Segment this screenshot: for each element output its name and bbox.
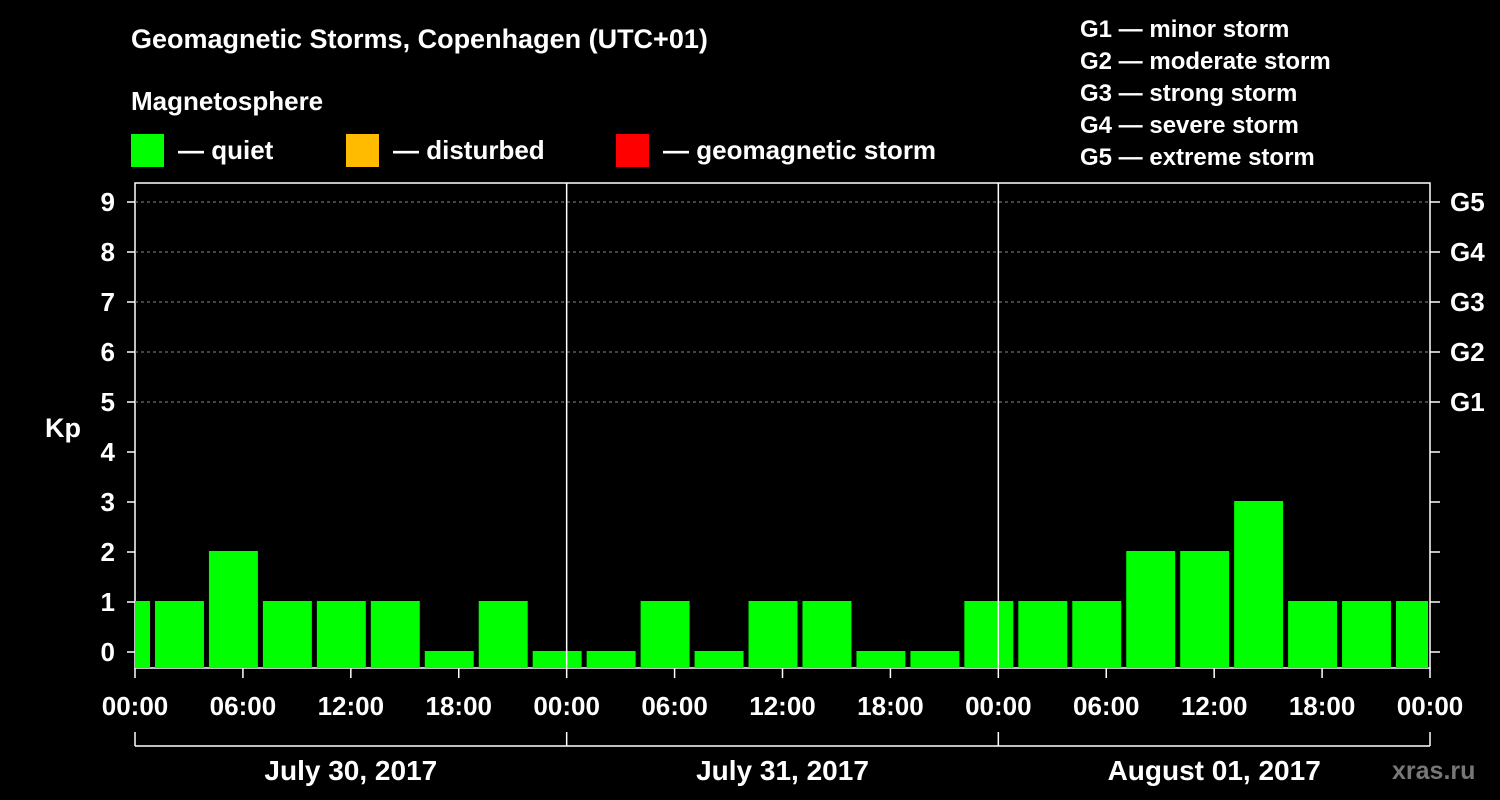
right-tick-label-G4: G4 — [1450, 237, 1485, 267]
bar-23 — [1342, 601, 1392, 668]
storm-scale-g1: G1 — minor storm — [1080, 16, 1290, 43]
x-tick-label-5: 06:00 — [641, 691, 708, 721]
bar-5 — [370, 601, 420, 668]
right-tick-label-G2: G2 — [1450, 337, 1485, 367]
bar-21 — [1234, 501, 1284, 668]
chart-title: Geomagnetic Storms, Copenhagen (UTC+01) — [131, 24, 708, 54]
right-tick-label-G5: G5 — [1450, 187, 1485, 217]
y-tick-label-9: 9 — [101, 187, 115, 217]
legend-quiet: — quiet — [131, 133, 273, 167]
legend-swatch-disturbed — [346, 133, 379, 167]
x-tick-label-0: 00:00 — [102, 691, 169, 721]
x-tick-label-2: 12:00 — [318, 691, 385, 721]
bar-3 — [262, 601, 312, 668]
x-tick-label-8: 00:00 — [965, 691, 1032, 721]
bar-1 — [154, 601, 204, 668]
x-tick-label-1: 06:00 — [210, 691, 277, 721]
y-tick-label-2: 2 — [101, 537, 115, 567]
x-tick-label-4: 00:00 — [533, 691, 600, 721]
bar-19 — [1126, 551, 1176, 668]
bar-22 — [1288, 601, 1338, 668]
x-tick-label-9: 06:00 — [1073, 691, 1140, 721]
bar-15 — [910, 651, 960, 668]
x-tick-label-7: 18:00 — [857, 691, 924, 721]
day-label-0: July 30, 2017 — [264, 755, 437, 786]
storm-scale-g2: G2 — moderate storm — [1080, 48, 1331, 75]
bar-0 — [135, 601, 150, 668]
x-tick-label-11: 18:00 — [1289, 691, 1356, 721]
bar-12 — [748, 601, 798, 668]
bar-14 — [856, 651, 906, 668]
storm-scale-g5: G5 — extreme storm — [1080, 144, 1315, 171]
x-tick-label-10: 12:00 — [1181, 691, 1248, 721]
magnetosphere-legend-title: Magnetosphere — [131, 86, 324, 116]
x-tick-label-12: 00:00 — [1397, 691, 1464, 721]
y-tick-label-5: 5 — [101, 387, 115, 417]
y-tick-label-8: 8 — [101, 237, 115, 267]
bar-10 — [640, 601, 690, 668]
legend-storm: — geomagnetic storm — [616, 133, 936, 167]
legend-label-quiet: — quiet — [178, 134, 274, 165]
day-label-2: August 01, 2017 — [1108, 755, 1321, 786]
right-tick-label-G1: G1 — [1450, 387, 1485, 417]
bar-9 — [586, 651, 636, 668]
y-tick-label-4: 4 — [101, 437, 116, 467]
bar-7 — [478, 601, 528, 668]
bar-11 — [694, 651, 744, 668]
y-tick-label-1: 1 — [101, 587, 115, 617]
y-tick-label-0: 0 — [101, 637, 115, 667]
y-tick-label-3: 3 — [101, 487, 115, 517]
y-tick-label-6: 6 — [101, 337, 115, 367]
x-tick-label-6: 12:00 — [749, 691, 816, 721]
legend-label-disturbed: — disturbed — [393, 134, 545, 165]
bar-13 — [802, 601, 852, 668]
y-tick-label-7: 7 — [101, 287, 115, 317]
legend-label-storm: — geomagnetic storm — [663, 134, 937, 165]
right-tick-label-G3: G3 — [1450, 287, 1485, 317]
bar-17 — [1018, 601, 1068, 668]
x-tick-label-3: 18:00 — [426, 691, 493, 721]
legend-swatch-storm — [616, 133, 649, 167]
storm-scale-g4: G4 — severe storm — [1080, 112, 1299, 139]
bar-2 — [208, 551, 258, 668]
day-label-1: July 31, 2017 — [696, 755, 869, 786]
bar-6 — [424, 651, 474, 668]
watermark: xras.ru — [1392, 757, 1476, 785]
bar-4 — [316, 601, 366, 668]
bar-8 — [532, 651, 582, 668]
bar-24 — [1396, 601, 1428, 668]
bar-18 — [1072, 601, 1122, 668]
storm-scale-g3: G3 — strong storm — [1080, 80, 1298, 107]
legend-swatch-quiet — [131, 133, 164, 167]
y-axis-label: Kp — [45, 413, 81, 443]
legend-disturbed: — disturbed — [346, 133, 545, 167]
bar-20 — [1180, 551, 1230, 668]
bar-16 — [964, 601, 1014, 668]
